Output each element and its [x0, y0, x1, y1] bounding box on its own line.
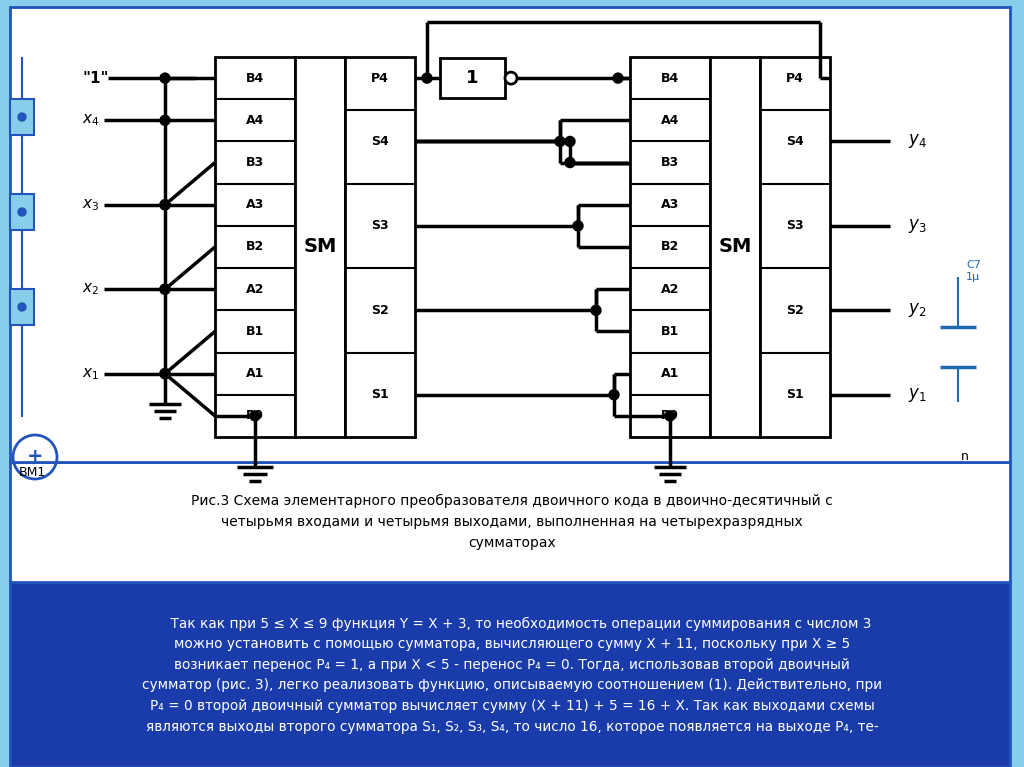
- Circle shape: [160, 369, 170, 379]
- Text: A4: A4: [246, 114, 264, 127]
- Text: SM: SM: [303, 238, 337, 256]
- Text: B3: B3: [660, 156, 679, 169]
- Text: Так как при 5 ≤ X ≤ 9 функция Y = X + 3, то необходимость операции суммирования : Так как при 5 ≤ X ≤ 9 функция Y = X + 3,…: [142, 617, 882, 733]
- Text: S3: S3: [786, 219, 804, 232]
- Text: P4: P4: [371, 71, 389, 84]
- Text: S2: S2: [786, 304, 804, 317]
- Circle shape: [160, 73, 170, 83]
- Text: P0: P0: [246, 410, 264, 423]
- Circle shape: [250, 411, 260, 421]
- Text: B3: B3: [246, 156, 264, 169]
- Bar: [440, 58, 505, 98]
- Text: SM: SM: [718, 238, 752, 256]
- Text: S2: S2: [371, 304, 389, 317]
- Text: A1: A1: [660, 367, 679, 380]
- Bar: [345, 57, 415, 437]
- Text: A1: A1: [246, 367, 264, 380]
- Circle shape: [160, 285, 170, 295]
- Text: B1: B1: [246, 325, 264, 338]
- Text: $x_4$: $x_4$: [82, 113, 99, 128]
- Circle shape: [609, 390, 618, 400]
- Bar: [10, 194, 34, 230]
- Circle shape: [160, 115, 170, 125]
- Text: 1μ: 1μ: [966, 272, 980, 282]
- Text: B4: B4: [246, 71, 264, 84]
- Text: A2: A2: [246, 283, 264, 296]
- Text: P0: P0: [662, 410, 679, 423]
- Text: $x_3$: $x_3$: [82, 197, 99, 212]
- Text: S4: S4: [786, 135, 804, 148]
- Text: "1": "1": [82, 71, 109, 86]
- Circle shape: [160, 199, 170, 210]
- Text: $y_1$: $y_1$: [908, 386, 927, 403]
- Text: $y_4$: $y_4$: [908, 133, 927, 150]
- Bar: [10, 289, 34, 325]
- Text: $x_2$: $x_2$: [82, 281, 99, 297]
- Text: S1: S1: [371, 388, 389, 401]
- Bar: [760, 57, 830, 437]
- Bar: [10, 99, 34, 135]
- Circle shape: [665, 411, 675, 421]
- Circle shape: [565, 157, 575, 167]
- Text: S1: S1: [786, 388, 804, 401]
- Bar: [630, 57, 710, 437]
- Text: B1: B1: [660, 325, 679, 338]
- Circle shape: [565, 137, 575, 146]
- Circle shape: [18, 303, 26, 311]
- Text: B4: B4: [660, 71, 679, 84]
- Text: C7: C7: [966, 260, 981, 270]
- Circle shape: [555, 137, 565, 146]
- Text: $y_2$: $y_2$: [908, 301, 927, 319]
- Text: ВМ1: ВМ1: [18, 466, 46, 479]
- Text: S3: S3: [371, 219, 389, 232]
- Text: B2: B2: [660, 241, 679, 254]
- Bar: [10, 582, 1010, 767]
- Bar: [710, 57, 760, 437]
- Bar: [10, 462, 1010, 582]
- Circle shape: [573, 221, 583, 231]
- Text: S4: S4: [371, 135, 389, 148]
- Text: +: +: [27, 447, 43, 466]
- Text: $y_3$: $y_3$: [908, 217, 927, 235]
- Circle shape: [591, 305, 601, 315]
- Text: 1: 1: [466, 69, 479, 87]
- Text: A3: A3: [660, 199, 679, 211]
- Bar: [10, 7, 1010, 462]
- Circle shape: [422, 73, 432, 83]
- Circle shape: [18, 113, 26, 121]
- Bar: [215, 57, 295, 437]
- Text: A3: A3: [246, 199, 264, 211]
- Text: A2: A2: [660, 283, 679, 296]
- Text: Рис.3 Схема элементарного преобразователя двоичного кода в двоично-десятичный с
: Рис.3 Схема элементарного преобразовател…: [191, 494, 833, 550]
- Circle shape: [160, 369, 170, 379]
- Circle shape: [160, 199, 170, 210]
- Circle shape: [18, 208, 26, 216]
- Circle shape: [505, 72, 517, 84]
- Text: B2: B2: [246, 241, 264, 254]
- Text: n: n: [962, 450, 969, 463]
- Circle shape: [160, 285, 170, 295]
- Text: A4: A4: [660, 114, 679, 127]
- Text: P4: P4: [786, 71, 804, 84]
- Text: $x_1$: $x_1$: [82, 366, 99, 381]
- Circle shape: [613, 73, 623, 83]
- Bar: [295, 57, 345, 437]
